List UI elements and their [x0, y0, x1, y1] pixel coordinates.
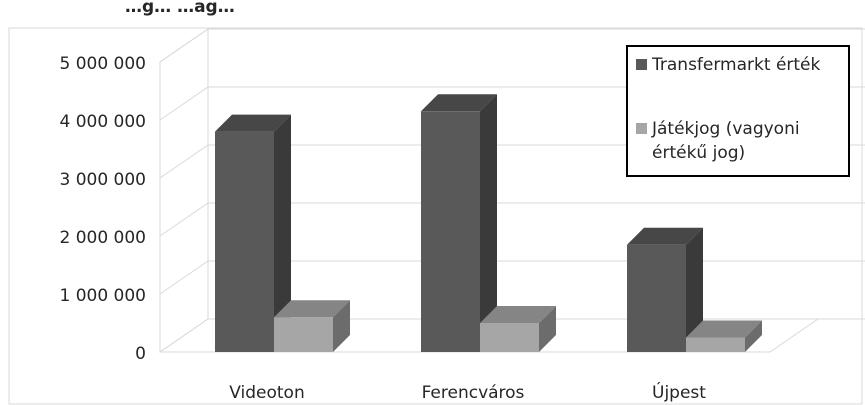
legend-entry-transfermarkt: Transfermarkt érték	[636, 53, 852, 77]
bar-front	[274, 317, 333, 352]
bar-jatekjog-0	[274, 300, 350, 352]
bar-transfermarkt-0	[215, 114, 291, 352]
y-tick-label: 4 000 000	[59, 112, 146, 132]
bar-jatekjog-2	[686, 320, 762, 352]
side-wall	[159, 28, 209, 353]
bar-top	[686, 320, 762, 338]
floor-edge	[769, 318, 819, 353]
bar-side	[539, 306, 556, 352]
bar-front	[215, 131, 274, 352]
bar-side	[333, 300, 350, 352]
y-tick-label: 5 000 000	[59, 54, 146, 74]
bar-side	[274, 114, 291, 352]
legend-entry-jatekjog: Játékjog (vagyoni értékű jog)	[636, 117, 832, 165]
y-tick-label: 1 000 000	[59, 286, 146, 306]
bar-top	[274, 300, 350, 318]
legend: Transfermarkt érték Játékjog (vagyoni ér…	[626, 45, 850, 177]
bar-side	[745, 320, 762, 352]
bar-side	[686, 227, 703, 352]
bars	[215, 94, 762, 353]
y-tick-label: 2 000 000	[59, 228, 146, 248]
chart-title: …g… …ag…	[125, 0, 235, 17]
bar-transfermarkt-2	[627, 227, 703, 352]
bar-top	[480, 306, 556, 323]
category-label: Ferencváros	[422, 383, 525, 403]
bar-top	[627, 227, 703, 245]
bar-transfermarkt-1	[421, 94, 497, 353]
legend-label-transfermarkt: Transfermarkt érték	[652, 55, 821, 75]
bar-jatekjog-1	[480, 306, 556, 352]
legend-swatch-jatekjog	[636, 123, 647, 134]
legend-swatch-transfermarkt	[636, 59, 647, 70]
bar-front	[480, 323, 539, 352]
bar-top	[215, 114, 291, 132]
x-axis-category-labels: Videoton Ferencváros Újpest	[229, 381, 706, 403]
category-label: Újpest	[652, 381, 706, 403]
gridline	[159, 28, 865, 63]
bar-side	[480, 94, 497, 353]
y-tick-label: 0	[135, 344, 146, 364]
y-tick-label: 3 000 000	[59, 170, 146, 190]
chart-walls	[159, 28, 209, 353]
legend-label-jatekjog: Játékjog (vagyoni értékű jog)	[652, 119, 800, 163]
bar-front	[421, 111, 480, 352]
chart-frame	[8, 27, 863, 405]
bar-front	[686, 337, 745, 352]
category-label: Videoton	[229, 383, 304, 403]
y-axis-tick-labels: 0 1 000 000 2 000 000 3 000 000 4 000 000 5 0…	[59, 54, 146, 364]
bar-front	[627, 244, 686, 352]
bar-top	[421, 94, 497, 112]
gridline	[159, 202, 865, 237]
